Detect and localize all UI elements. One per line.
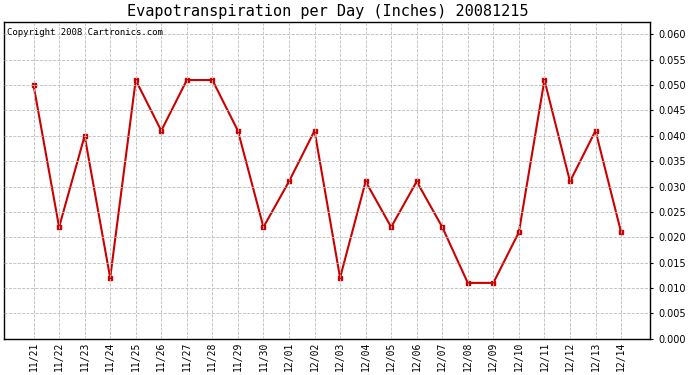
Title: Evapotranspiration per Day (Inches) 20081215: Evapotranspiration per Day (Inches) 2008… xyxy=(126,4,528,19)
Text: Copyright 2008 Cartronics.com: Copyright 2008 Cartronics.com xyxy=(8,28,164,37)
